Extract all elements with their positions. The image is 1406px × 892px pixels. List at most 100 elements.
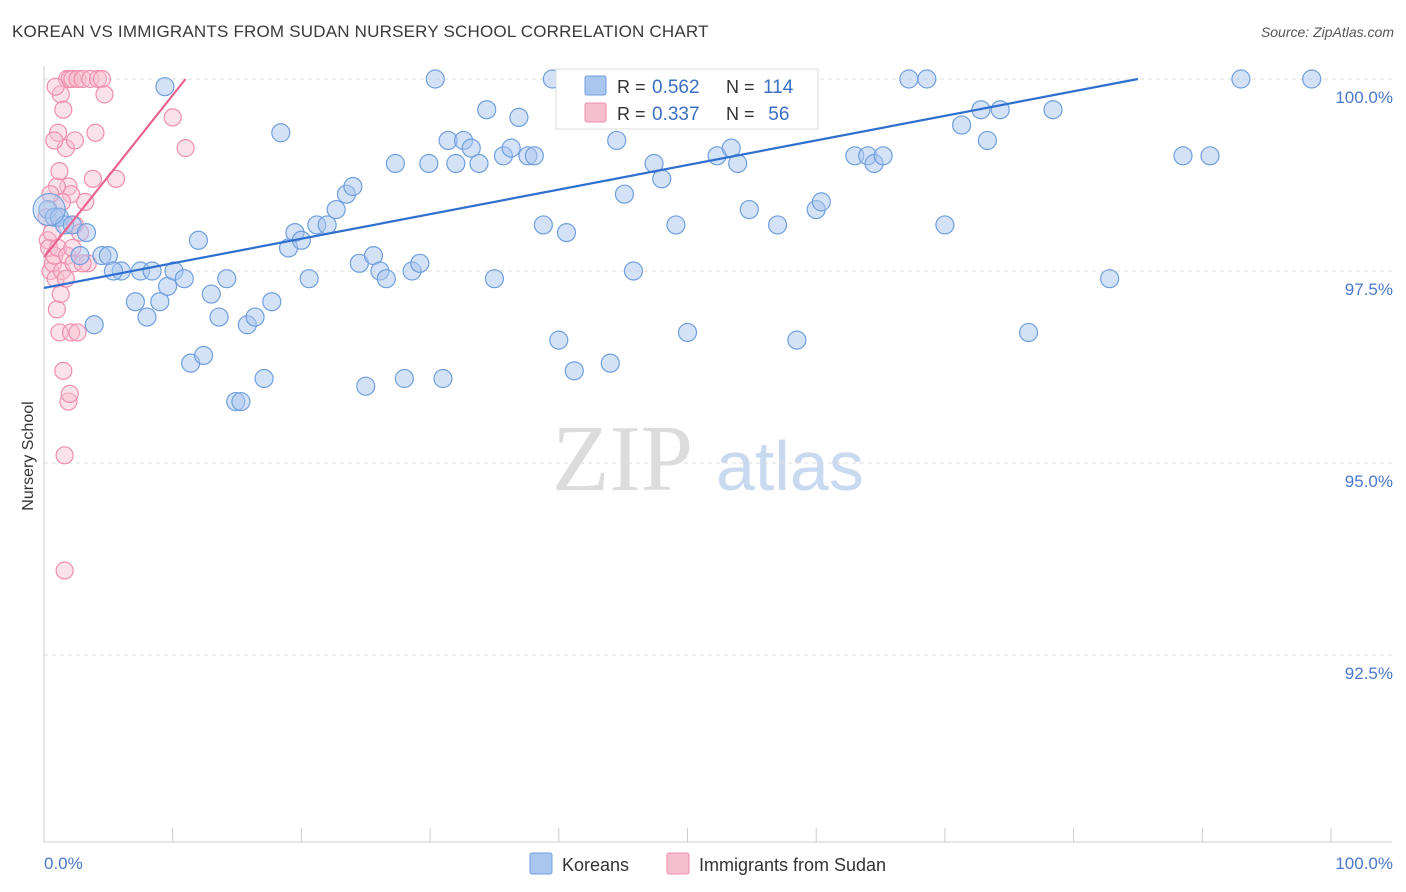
koreans-point — [201, 284, 221, 304]
legend-koreans-swatch — [529, 852, 553, 875]
koreans-point — [1302, 69, 1322, 89]
koreans-point — [977, 130, 997, 151]
watermark-atlas: atlas — [716, 427, 864, 505]
koreans-point — [787, 330, 807, 350]
koreans-n-value: 114 — [763, 77, 794, 98]
sudan-point — [73, 69, 92, 89]
sudan-point — [163, 108, 182, 127]
koreans-point — [533, 215, 553, 235]
koreans-point — [873, 146, 893, 166]
koreans-point — [666, 215, 686, 235]
sudan-point — [86, 123, 105, 142]
y-tick-label-2: 97.5% — [1345, 280, 1393, 299]
koreans-point — [299, 269, 319, 289]
koreans-point — [607, 130, 627, 151]
koreans-point — [84, 315, 104, 335]
koreans-point — [209, 307, 229, 327]
koreans-point — [739, 199, 759, 220]
sudan-point — [54, 361, 73, 380]
stats-legend: R = 0.562 N = 114 R = 0.337 N = 56 — [555, 68, 819, 130]
koreans-point — [137, 307, 157, 327]
koreans-point — [433, 368, 453, 389]
sudan-point — [68, 323, 87, 342]
sudan-point — [59, 392, 78, 411]
koreans-point — [254, 368, 274, 389]
koreans-point — [193, 345, 214, 366]
legend-sudan-swatch — [666, 852, 690, 875]
koreans-point — [155, 77, 175, 97]
koreans-point — [899, 69, 919, 89]
series-koreans-points — [32, 69, 1322, 412]
koreans-point — [245, 307, 265, 327]
sudan-point — [63, 69, 82, 89]
sudan-point — [51, 284, 70, 304]
koreans-point — [188, 230, 209, 250]
koreans-point — [1173, 146, 1193, 166]
koreans-point — [767, 215, 788, 235]
koreans-trend-line — [43, 77, 1139, 289]
koreans-point — [600, 353, 620, 373]
sudan-point — [60, 384, 79, 403]
koreans-point — [556, 223, 577, 243]
koreans-point — [623, 261, 644, 281]
sudan-point — [50, 162, 69, 181]
koreans-point — [262, 292, 282, 312]
y-axis-label: Nursery School — [20, 401, 37, 510]
sudan-point — [88, 69, 108, 89]
sudan-point — [92, 69, 112, 89]
sudan-swatch — [584, 102, 607, 123]
koreans-point — [410, 253, 430, 273]
koreans-point — [935, 215, 955, 235]
sudan-r-value: 0.337 — [652, 104, 700, 125]
koreans-point — [125, 292, 145, 312]
sudan-n-label: N = — [726, 104, 755, 124]
koreans-point — [1200, 146, 1220, 166]
koreans-point — [652, 169, 672, 189]
koreans-point — [564, 361, 584, 381]
koreans-point — [469, 153, 489, 174]
koreans-point — [446, 153, 466, 174]
koreans-point — [394, 368, 414, 389]
y-tick-label-3: 100.0% — [1335, 88, 1393, 107]
koreans-point — [952, 115, 972, 135]
sudan-n-value: 56 — [763, 104, 789, 125]
koreans-point — [1100, 269, 1120, 289]
koreans-point — [103, 261, 124, 281]
koreans-point — [509, 107, 529, 128]
koreans-point — [356, 376, 376, 396]
trend-lines — [43, 77, 1139, 289]
koreans-point — [677, 322, 698, 343]
series-sudan-points — [37, 69, 195, 580]
koreans-point — [1018, 322, 1039, 343]
x-tick-label-1: 100.0% — [1335, 854, 1393, 873]
sudan-point — [55, 446, 74, 465]
sudan-point — [76, 192, 95, 211]
source-label: Source: ZipAtlas.com — [1260, 24, 1394, 40]
sudan-point — [47, 300, 66, 319]
y-tick-label-0: 92.5% — [1345, 664, 1393, 683]
sudan-point — [46, 77, 65, 96]
watermark-zip: ZIP — [552, 407, 693, 511]
koreans-point — [174, 269, 194, 289]
chart-title: KOREAN VS IMMIGRANTS FROM SUDAN NURSERY … — [12, 22, 709, 41]
koreans-point — [811, 192, 831, 212]
sudan-point — [176, 139, 195, 158]
legend-sudan-label: Immigrants from Sudan — [699, 855, 886, 875]
koreans-point — [484, 269, 505, 289]
legend-koreans-label: Koreans — [562, 855, 629, 875]
koreans-point — [217, 269, 237, 289]
sudan-point — [95, 85, 114, 104]
sudan-point — [83, 169, 103, 188]
sudan-trend-line — [43, 78, 187, 258]
koreans-point — [326, 199, 346, 220]
grid-lines — [44, 78, 1392, 656]
koreans-swatch — [584, 75, 607, 96]
koreans-point — [419, 153, 439, 174]
koreans-point — [1231, 69, 1251, 89]
series-legend: Koreans Immigrants from Sudan — [529, 852, 886, 875]
koreans-point — [376, 269, 396, 289]
koreans-point — [76, 223, 97, 243]
koreans-point — [231, 391, 251, 412]
sudan-point — [54, 100, 73, 119]
